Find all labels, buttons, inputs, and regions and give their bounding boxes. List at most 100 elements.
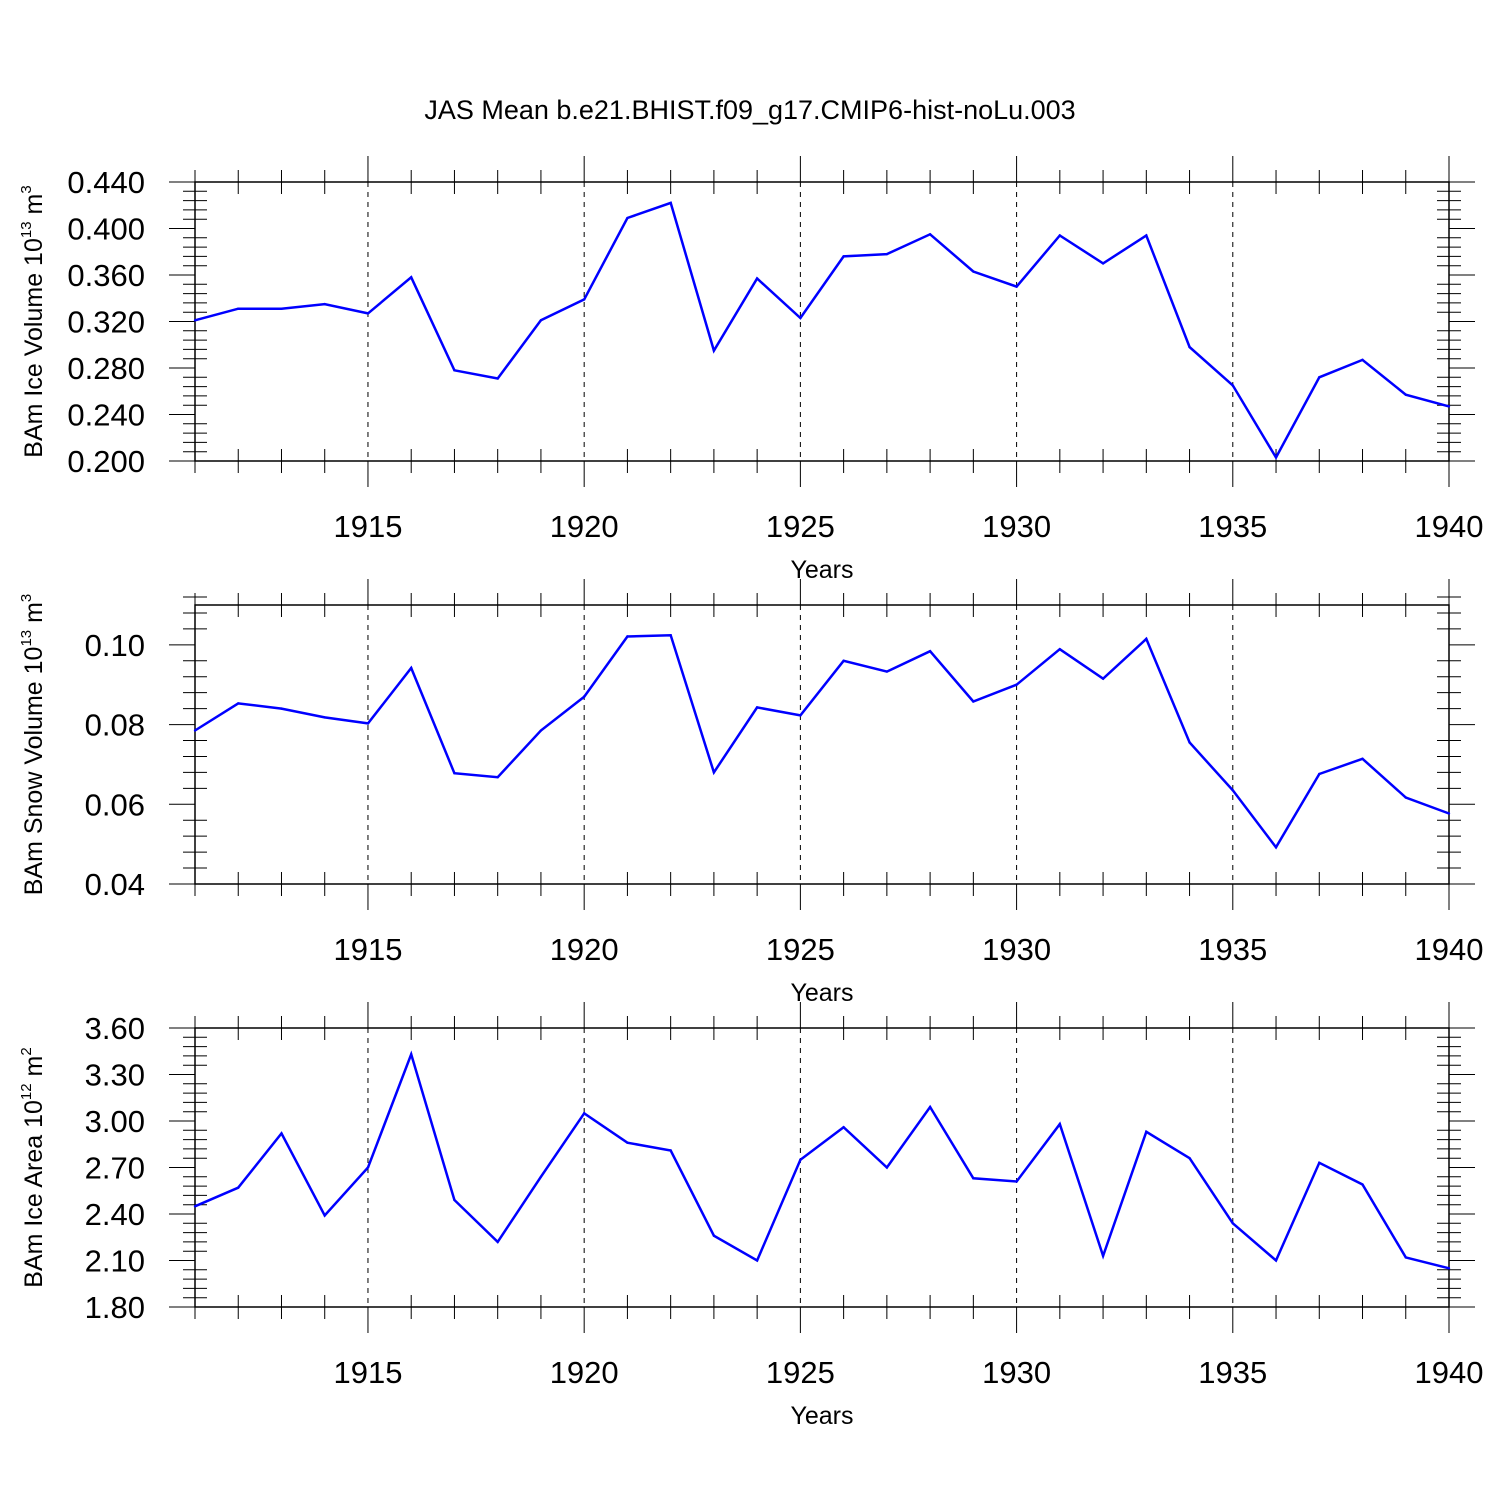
data-point: [1404, 1256, 1407, 1259]
data-point: [1058, 1122, 1062, 1126]
data-point: [1145, 234, 1148, 237]
panel-2: 0.04 0.06 0.08 0.10 1915 1920 1925 1930 1935 1940…: [18, 579, 1483, 1007]
data-point: [366, 1166, 370, 1169]
data-point: [1361, 1183, 1364, 1186]
x-tick-label: 1920: [550, 509, 619, 544]
x-tick-label: 1935: [1198, 1355, 1267, 1390]
y-tick-label: 0.320: [67, 305, 145, 340]
data-point: [755, 1259, 759, 1262]
data-point: [237, 702, 240, 705]
data-point: [928, 233, 932, 236]
y-tick-label: 3.00: [85, 1104, 145, 1139]
data-point: [1447, 405, 1451, 408]
y-tick-label: 3.60: [85, 1011, 145, 1046]
data-point: [928, 650, 932, 653]
data-point: [237, 307, 240, 310]
y-axis-label: BAm Ice Area 1012 m2: [18, 1047, 48, 1287]
data-point: [410, 276, 413, 279]
x-tick-label: 1930: [982, 509, 1051, 544]
data-point: [885, 670, 889, 673]
x-axis-label: Years: [790, 556, 853, 584]
data-point: [1015, 683, 1018, 686]
data-point: [1188, 1157, 1191, 1160]
data-point: [496, 1240, 499, 1244]
data-point: [972, 700, 975, 703]
data-point: [885, 252, 889, 256]
data-point: [1361, 757, 1364, 761]
data-point: [669, 634, 672, 637]
data-point: [1231, 789, 1234, 792]
x-axis-label: Years: [790, 1402, 853, 1430]
data-point: [1318, 772, 1321, 776]
data-point: [669, 1149, 672, 1152]
series-line: [194, 634, 1450, 850]
data-point: [1015, 285, 1018, 288]
x-tick-label: 1930: [982, 1355, 1051, 1390]
plot-frame: [194, 604, 1450, 885]
y-axis-label: BAm Ice Volume 1013 m3: [18, 185, 48, 457]
data-point: [366, 312, 370, 315]
y-tick-label: 0.280: [67, 351, 145, 386]
data-point: [1188, 345, 1191, 349]
panel-3: 1.80 2.10 2.40 2.70 3.00 3.30 3.60 1915 1920 1925…: [18, 1002, 1483, 1430]
data-point: [842, 255, 845, 258]
data-point: [1274, 456, 1278, 459]
panel-1: 0.200 0.240 0.280 0.320 0.360 0.400 0.440 1915 1…: [18, 156, 1483, 584]
y-tick-label: 0.04: [85, 867, 145, 902]
data-point: [712, 349, 716, 352]
data-point: [1145, 1130, 1148, 1134]
data-point: [755, 706, 759, 709]
x-tick-label: 1915: [333, 932, 402, 967]
data-point: [799, 316, 802, 320]
data-point: [626, 216, 629, 220]
x-tick-label: 1930: [982, 932, 1051, 967]
y-tick-label: 0.360: [67, 258, 145, 293]
y-tick-label: 0.200: [67, 444, 145, 479]
data-point: [1188, 741, 1191, 744]
x-axis-label: Years: [790, 979, 853, 1007]
y-axis-label: BAm Snow Volume 1013 m3: [18, 594, 48, 896]
x-tick-label: 1940: [1415, 932, 1484, 967]
data-point: [1447, 1267, 1451, 1270]
x-tick-label: 1925: [766, 509, 835, 544]
data-point: [280, 307, 283, 310]
data-point: [496, 377, 499, 380]
data-point: [885, 1166, 889, 1169]
x-tick-label: 1915: [333, 509, 402, 544]
data-point: [755, 277, 759, 280]
data-point: [799, 714, 802, 717]
data-point: [539, 319, 543, 322]
data-point: [366, 722, 370, 725]
data-point: [842, 1126, 845, 1129]
data-point: [280, 707, 283, 710]
data-point: [539, 729, 543, 732]
x-tick-label: 1935: [1198, 509, 1267, 544]
figure-title: JAS Mean b.e21.BHIST.f09_g17.CMIP6-hist-…: [424, 95, 1075, 125]
data-point: [1101, 262, 1105, 265]
y-tick-label: 0.440: [67, 165, 145, 200]
x-tick-label: 1940: [1415, 509, 1484, 544]
y-tick-label: 0.08: [85, 708, 145, 743]
data-point: [410, 666, 413, 670]
data-point: [410, 1053, 413, 1056]
data-point: [323, 1214, 326, 1217]
data-point: [193, 729, 197, 732]
data-point: [1318, 376, 1321, 379]
data-point: [928, 1105, 932, 1109]
x-tick-label: 1935: [1198, 932, 1267, 967]
data-point: [280, 1132, 283, 1135]
y-tick-label: 3.30: [85, 1058, 145, 1093]
data-point: [453, 1198, 456, 1202]
plot-frame: [194, 1027, 1450, 1308]
data-point: [1015, 1180, 1018, 1183]
data-point: [323, 302, 326, 306]
data-point: [669, 201, 672, 205]
data-point: [582, 695, 586, 698]
data-point: [1101, 1254, 1105, 1258]
data-point: [1404, 393, 1407, 396]
x-tick-label: 1915: [333, 1355, 402, 1390]
data-point: [1404, 796, 1407, 799]
y-tick-label: 0.06: [85, 787, 145, 822]
x-tick-label: 1940: [1415, 1355, 1484, 1390]
